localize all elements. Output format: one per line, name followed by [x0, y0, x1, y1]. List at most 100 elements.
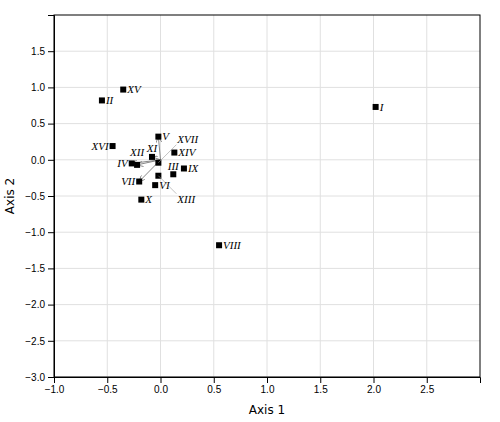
chart-svg: −1.0−0.50.00.51.01.52.02.5−3.0−2.5−2.0−1…: [0, 0, 500, 422]
grid-line-y: [54, 232, 480, 233]
y-tick: −0.5: [25, 191, 54, 202]
grid-line-y: [54, 340, 480, 341]
y-tick: 0.5: [31, 118, 54, 129]
point-label: X: [144, 193, 153, 205]
point: [181, 165, 187, 171]
point-label: IV: [116, 157, 129, 169]
x-tick-label: 1.5: [314, 384, 328, 395]
y-tick-label: −0.5: [25, 191, 45, 202]
point-labels: IIIIIIIVVVIVIIVIIIIXXXIXIIXIIIXIVXVXVIXV…: [90, 83, 384, 251]
point: [136, 179, 142, 185]
point-label: VIII: [223, 239, 242, 251]
points: [99, 87, 379, 249]
x-tick-mark: [427, 377, 428, 383]
chart-container: −1.0−0.50.00.51.01.52.02.5−3.0−2.5−2.0−1…: [0, 0, 500, 422]
point: [171, 150, 177, 156]
y-tick-label: 0.5: [31, 118, 45, 129]
point-label: XII: [129, 146, 145, 158]
grid-line-y: [54, 304, 480, 305]
x-tick-label: −0.5: [98, 384, 118, 395]
x-tick-label: 0.0: [154, 384, 168, 395]
arrow: [137, 160, 160, 165]
plot-frame: [54, 15, 480, 377]
x-tick-label: 1.0: [261, 384, 275, 395]
y-tick: −1.0: [25, 227, 54, 238]
x-tick: 0.0: [154, 377, 168, 395]
x-tick: 0.5: [207, 377, 221, 395]
point: [129, 160, 135, 166]
x-tick-label: 0.5: [207, 384, 221, 395]
point-label: II: [105, 94, 115, 106]
point-label: XVII: [176, 133, 199, 145]
y-tick-mark: [48, 87, 54, 88]
marks: [99, 87, 379, 249]
x-tick-label: −1.0: [45, 384, 65, 395]
x-tick-mark: [107, 377, 108, 383]
x-tick-mark: [267, 377, 268, 383]
y-axis: −3.0−2.5−2.0−1.5−1.0−0.50.00.51.01.5: [25, 16, 54, 383]
point: [216, 242, 222, 248]
grid-line-y: [54, 87, 480, 88]
y-tick-label: −2.5: [25, 336, 45, 347]
point-label: XIV: [177, 146, 196, 158]
point-label: V: [162, 130, 170, 142]
point-label: XV: [126, 83, 142, 95]
y-tick-label: −2.0: [25, 299, 45, 310]
point-label: III: [167, 160, 180, 172]
y-tick: 1.0: [31, 82, 54, 93]
grid-line-y: [54, 51, 480, 52]
grid-line-y: [54, 123, 480, 124]
x-tick-label: 2.0: [367, 384, 381, 395]
point: [152, 182, 158, 188]
point: [149, 154, 155, 160]
x-tick-mark: [374, 377, 375, 383]
y-tick: 0.0: [31, 155, 54, 166]
x-axis: −1.0 −0.5 0.0 0.5 1.0 1.5 2.0 2.5: [45, 377, 481, 395]
y-tick-label: 1.0: [31, 82, 45, 93]
point: [170, 171, 176, 177]
point-label: XVI: [90, 140, 109, 152]
point-label: XI: [146, 142, 159, 154]
x-tick-label: 2.5: [420, 384, 434, 395]
y-tick: −1.5: [25, 263, 54, 274]
x-tick: −0.5: [98, 377, 118, 395]
point: [373, 104, 379, 110]
x-tick-mark: [320, 377, 321, 383]
point: [138, 197, 144, 203]
point: [120, 87, 126, 93]
y-tick-mark: [48, 196, 54, 197]
point: [134, 162, 140, 168]
grid-line-y: [54, 268, 480, 269]
y-tick-mark: [48, 341, 54, 342]
x-axis-title: Axis 1: [249, 403, 285, 417]
point-label: IX: [187, 162, 200, 174]
y-tick: −2.5: [25, 336, 54, 347]
point-label: XIII: [176, 193, 196, 205]
y-tick-mark: [48, 124, 54, 125]
y-tick: −2.0: [25, 299, 54, 310]
arrows: [132, 137, 161, 182]
point-label: VII: [121, 175, 136, 187]
point-label: I: [379, 101, 385, 113]
y-tick-label: −1.0: [25, 227, 45, 238]
y-axis-title: Axis 2: [3, 178, 17, 214]
grid: [54, 15, 480, 377]
arrow: [158, 137, 160, 160]
y-tick-mark: [48, 268, 54, 269]
x-tick: −1.0: [45, 377, 65, 395]
y-tick: 1.5: [31, 46, 54, 57]
grid-line-y: [54, 196, 480, 197]
y-tick-mark: [48, 160, 54, 161]
y-tick-mark: [48, 377, 54, 378]
leader-line: [158, 176, 176, 194]
x-tick-mark: [161, 377, 162, 383]
y-tick-mark: [48, 305, 54, 306]
point: [99, 97, 105, 103]
point: [110, 143, 116, 149]
y-tick-mark: [48, 51, 54, 52]
x-axis-line: [55, 378, 481, 384]
y-tick-label: 0.0: [31, 155, 45, 166]
x-tick: 1.0: [261, 377, 275, 395]
y-tick-label: 1.5: [31, 46, 45, 57]
point-label: VI: [159, 179, 171, 191]
